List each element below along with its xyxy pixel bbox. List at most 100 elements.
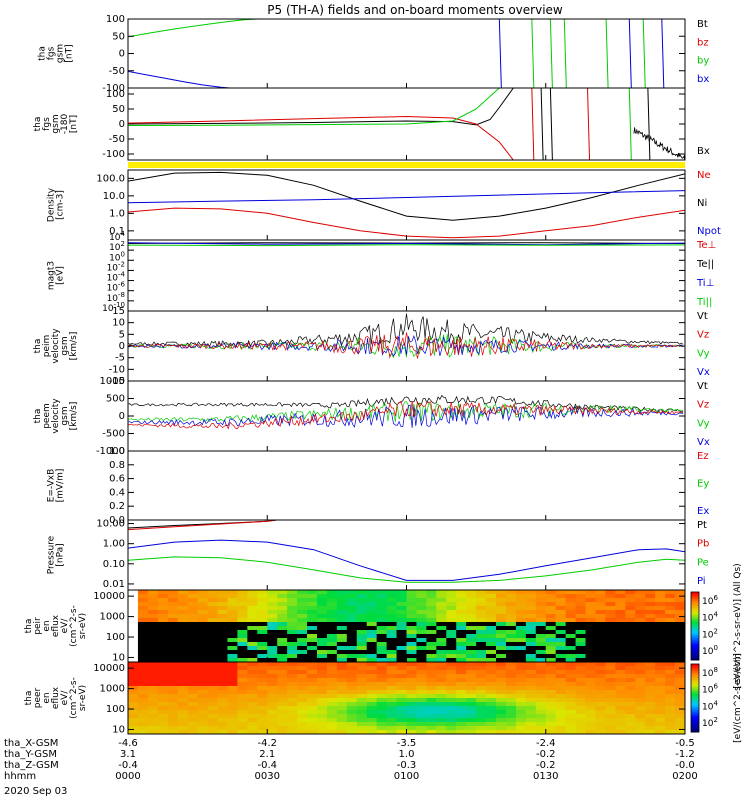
spectrogram-cell [645,646,656,651]
spectrogram-cell [655,674,666,679]
spectrogram-cell [436,666,447,671]
spectrogram-cell [675,698,685,703]
colorbar-swatch [691,626,699,629]
spectrogram-cell [436,706,447,711]
spectrogram-cell [675,682,685,687]
legend-label: Pe [697,557,709,568]
spectrogram-cell [585,650,597,655]
spectrogram-cell [147,626,159,631]
spectrogram-cell [525,598,537,603]
spectrogram-cell [177,630,189,635]
spectrogram-cell [217,606,229,611]
spectrogram-cell [237,718,248,723]
spectrogram-cell [237,706,248,711]
spectrogram-cell [625,662,636,667]
spectrogram-cell [486,674,497,679]
spectrogram-cell [316,646,328,651]
spectrogram-cell [277,642,288,647]
spectrogram-cell [655,726,666,731]
spectrogram-cell [645,686,656,691]
spectrogram-cell [476,670,487,675]
spectrogram-cell [535,698,547,703]
spectrogram-cell [615,690,626,695]
spectrogram-cell [217,630,229,635]
spectrogram-cell [585,642,597,647]
figure-title: P5 (TH-A) fields and on-board moments ov… [267,3,563,17]
spectrogram-cell [605,610,616,615]
series-line [128,171,685,221]
spectrogram-cell [277,722,288,727]
colorbar-swatch [691,670,699,674]
spectrogram-cell [486,590,497,595]
spectrogram-cell [535,658,547,662]
spectrogram-cell [476,722,487,727]
spectrogram-cell [147,682,159,687]
spectrogram-cell [386,646,398,651]
spectrogram-cell [326,614,338,619]
spectrogram-cell [346,702,358,707]
spectrogram-cell [137,614,149,619]
spectrogram-cell [645,710,656,715]
spectrogram-cell [436,602,447,607]
spectrogram-cell [227,638,239,643]
spectrogram-cell [237,694,248,699]
series-spike [587,88,591,160]
spectrogram-cell [346,650,358,655]
spectrogram-cell [316,670,328,675]
spectrogram-cell [267,598,278,603]
spectrogram-cell [555,638,567,643]
spectrogram-cell [326,694,338,699]
spectrogram-cell [505,642,517,647]
legend-label: Ne [697,170,711,181]
x-tick-label: -0.4 [257,760,277,771]
data-quality-bar [128,162,685,168]
spectrogram-cell [147,702,159,707]
colorbar-swatch [691,702,699,706]
spectrogram-cell [177,670,189,675]
spectrogram-cell [486,598,497,603]
spectrogram-cell [545,606,557,611]
spectrogram-cell [476,718,487,723]
spectrogram-cell [615,590,626,595]
spectrogram-cell [157,714,169,719]
spectrogram-cell [197,638,209,643]
spectrogram-cell [396,658,408,662]
spectrogram-cell [665,674,676,679]
spectrogram-cell [525,602,537,607]
spectrogram-cell [277,598,288,603]
spectrogram-cell [287,686,298,691]
spectrogram-cell [336,726,348,731]
spectrogram-cell [505,702,517,707]
spectrogram-cell [476,726,487,731]
spectrogram-cell [416,618,427,623]
spectrogram-cell [227,650,239,655]
spectrogram-cell [326,718,338,723]
spectrogram-cell [505,634,517,639]
spectrogram-cell [436,674,447,679]
spectrogram-cell [645,718,656,723]
spectrogram-cell [655,650,666,655]
x-tick-label: 3.1 [120,749,136,760]
spectrogram-cell [217,598,229,603]
y-tick-label: -15 [109,376,125,387]
spectrogram-cell [625,714,636,719]
spectrogram-cell [346,718,358,723]
spectrogram-cell [297,702,308,707]
date-label: 2020 Sep 03 [4,786,67,797]
colorbar-swatch [691,603,699,607]
spectrogram-cell [128,698,139,703]
spectrogram-cell [207,646,219,651]
spectrogram-cell [197,730,209,734]
spectrogram-cell [227,606,239,611]
spectrogram-cell [376,646,388,651]
spectrogram-cell [157,598,169,603]
spectrogram-cell [466,678,477,683]
spectrogram-cell [496,634,507,639]
spectrogram-cell [277,594,288,599]
spectrogram-cell [466,626,477,631]
spectrogram-cell [187,626,199,631]
spectrogram-cell [147,678,159,683]
spectrogram-cell [257,602,268,607]
spectrogram-cell [177,674,189,679]
spectrogram-cell [257,678,268,683]
